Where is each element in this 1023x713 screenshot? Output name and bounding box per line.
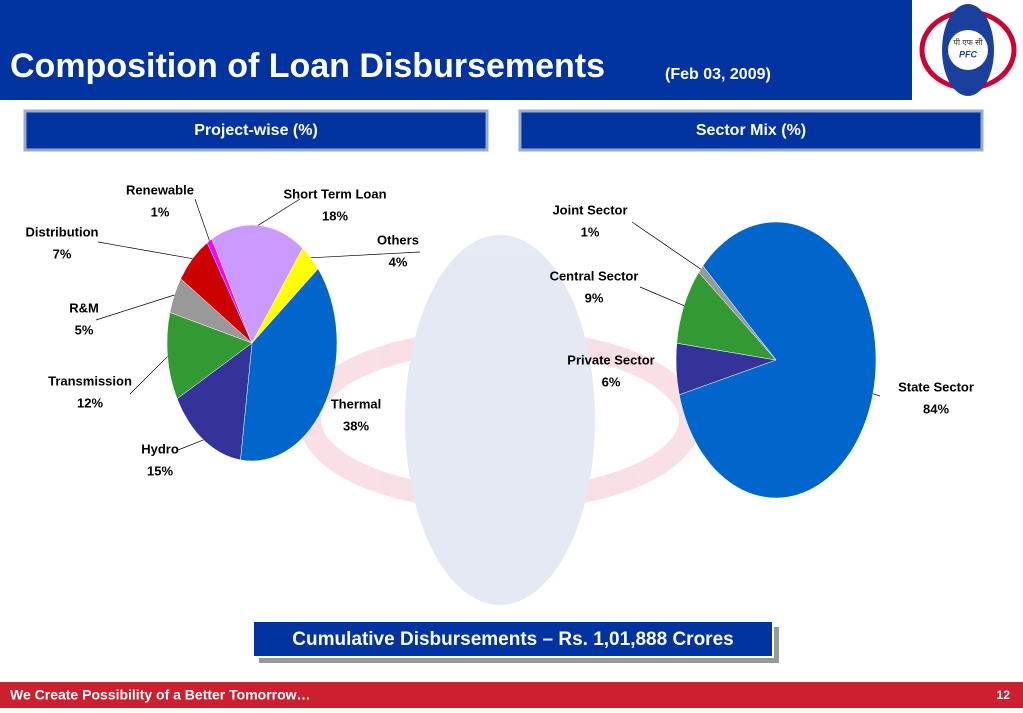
slice-value: 12% [77,395,103,410]
leader-line [631,221,701,270]
page-number: 12 [997,688,1011,702]
slice-value: 1% [581,224,600,239]
watermark-globe [405,235,595,605]
slice-label: Short Term Loan [283,186,386,201]
slice-value: 5% [75,322,94,337]
header-band [0,0,912,100]
slice-label: State Sector [898,379,974,394]
footer-band [0,682,1023,708]
slice-label: Transmission [48,373,132,388]
logo: पी एफ सी PFC [919,4,1017,96]
leader-line [872,393,881,397]
pie-slice [176,342,253,461]
panel-title: Project-wise (%) [194,122,318,139]
slice-value: 6% [602,374,621,389]
logo-hindi: पी एफ सी [953,37,983,47]
slice-label: Thermal [331,396,382,411]
leader-line [258,198,301,226]
slice-label: Joint Sector [552,202,627,217]
pie-slice [698,265,777,361]
panel-header [518,109,984,152]
slice-value: 1% [151,204,170,219]
leader-line [95,294,175,321]
slice-value: 7% [53,246,72,261]
slice-label: Renewable [126,182,194,197]
leader-line [129,356,168,395]
slice-label: Private Sector [567,352,654,367]
slice-label: R&M [69,300,99,315]
panel-title: Sector Mix (%) [696,122,806,139]
logo-text: PFC [959,49,978,59]
title: Composition of Loan Disbursements [10,47,605,85]
slice-value: 4% [389,254,408,269]
slice-label: Distribution [26,224,99,239]
leader-line [310,251,421,259]
slice-label: Hydro [141,441,179,456]
slice-label: Others [377,232,419,247]
pie-slice [678,221,877,499]
subtitle: (Feb 03, 2009) [665,66,771,83]
pie-slice [251,247,319,344]
logo-face [948,30,988,70]
footer-tagline: We Create Possibility of a Better Tomorr… [10,687,311,703]
leader-line [194,198,210,241]
leader-line [97,241,193,260]
summary-text: Cumulative Disbursements – Rs. 1,01,888 … [292,629,733,650]
slice-value: 15% [147,463,173,478]
slice-value: 18% [322,208,348,223]
leader-line [639,286,685,306]
leader-line [177,439,204,451]
slice-label: Central Sector [550,268,639,283]
summary-box [252,620,774,658]
pie-slice [240,268,338,462]
slice-value: 38% [343,418,369,433]
slice-value: 9% [585,290,604,305]
pie-slice [211,224,303,344]
panel-header [23,109,489,152]
slice-value: 84% [923,401,949,416]
